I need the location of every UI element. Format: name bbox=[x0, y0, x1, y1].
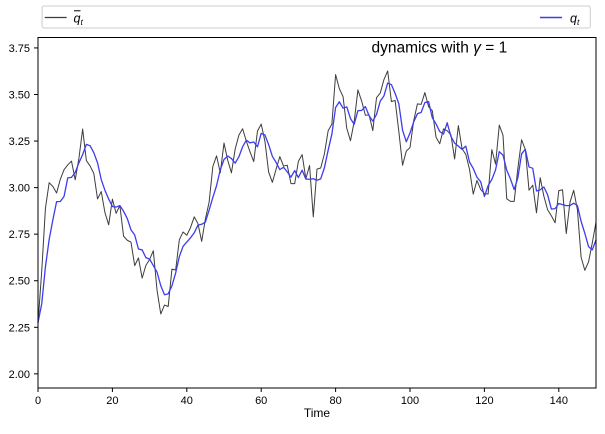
svg-text:2.75: 2.75 bbox=[9, 229, 30, 241]
svg-text:3.25: 3.25 bbox=[9, 136, 30, 148]
svg-text:dynamics with γ = 1: dynamics with γ = 1 bbox=[372, 40, 508, 57]
svg-text:80: 80 bbox=[329, 395, 341, 407]
svg-text:2.25: 2.25 bbox=[9, 322, 30, 334]
svg-text:2.50: 2.50 bbox=[9, 276, 30, 288]
svg-text:0: 0 bbox=[35, 395, 41, 407]
svg-text:40: 40 bbox=[181, 395, 193, 407]
svg-text:60: 60 bbox=[255, 395, 267, 407]
svg-text:q: q bbox=[74, 12, 81, 26]
svg-text:Time: Time bbox=[304, 406, 331, 420]
svg-text:2.00: 2.00 bbox=[9, 369, 30, 381]
svg-text:3.00: 3.00 bbox=[9, 183, 30, 195]
svg-text:3.75: 3.75 bbox=[9, 43, 30, 55]
svg-text:3.50: 3.50 bbox=[9, 89, 30, 101]
svg-text:120: 120 bbox=[475, 395, 493, 407]
svg-text:q: q bbox=[570, 12, 577, 26]
svg-text:100: 100 bbox=[401, 395, 419, 407]
svg-text:140: 140 bbox=[550, 395, 568, 407]
svg-text:20: 20 bbox=[106, 395, 118, 407]
